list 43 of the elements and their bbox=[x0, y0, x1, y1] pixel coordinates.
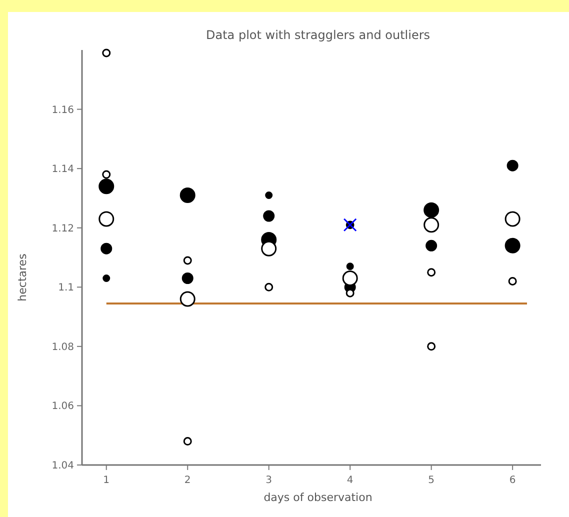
point bbox=[182, 272, 194, 284]
point bbox=[426, 240, 438, 252]
point bbox=[427, 268, 436, 277]
y-tick-label: 1.04 bbox=[52, 460, 74, 472]
point bbox=[424, 217, 440, 233]
y-tick-label: 1.12 bbox=[52, 223, 74, 234]
point bbox=[180, 188, 196, 203]
point bbox=[265, 192, 273, 199]
point bbox=[508, 276, 517, 286]
point bbox=[424, 202, 440, 218]
point bbox=[346, 262, 354, 270]
point bbox=[102, 274, 110, 282]
x-axis-title: days of observation bbox=[264, 491, 372, 504]
x-tick-label: 3 bbox=[266, 475, 272, 486]
point bbox=[98, 178, 114, 194]
point bbox=[102, 48, 111, 58]
x-tick-label: 2 bbox=[184, 475, 191, 486]
point bbox=[504, 238, 520, 254]
y-tick-label: 1.06 bbox=[52, 401, 74, 412]
point bbox=[102, 170, 111, 179]
y-tick-label: 1.16 bbox=[52, 104, 74, 116]
point bbox=[183, 256, 192, 265]
y-tick-label: 1.1 bbox=[58, 282, 74, 294]
chart-title: Data plot with stragglers and outliers bbox=[206, 28, 430, 42]
y-tick-label: 1.08 bbox=[52, 342, 74, 353]
point bbox=[98, 211, 114, 227]
point bbox=[342, 270, 358, 286]
x-tick-label: 4 bbox=[346, 475, 354, 486]
point bbox=[180, 291, 196, 307]
x-tick-label: 6 bbox=[509, 475, 516, 486]
x-tick-label: 5 bbox=[428, 475, 435, 486]
point bbox=[504, 211, 520, 227]
y-axis-title: hectares bbox=[16, 253, 29, 302]
x-tick-label: 1 bbox=[103, 475, 110, 486]
point bbox=[427, 342, 436, 351]
point bbox=[343, 218, 357, 232]
point bbox=[506, 160, 518, 172]
point bbox=[183, 437, 192, 446]
point bbox=[100, 242, 112, 254]
point bbox=[264, 282, 274, 292]
y-tick-label: 1.14 bbox=[52, 164, 74, 176]
point bbox=[261, 240, 277, 256]
point bbox=[263, 210, 275, 222]
